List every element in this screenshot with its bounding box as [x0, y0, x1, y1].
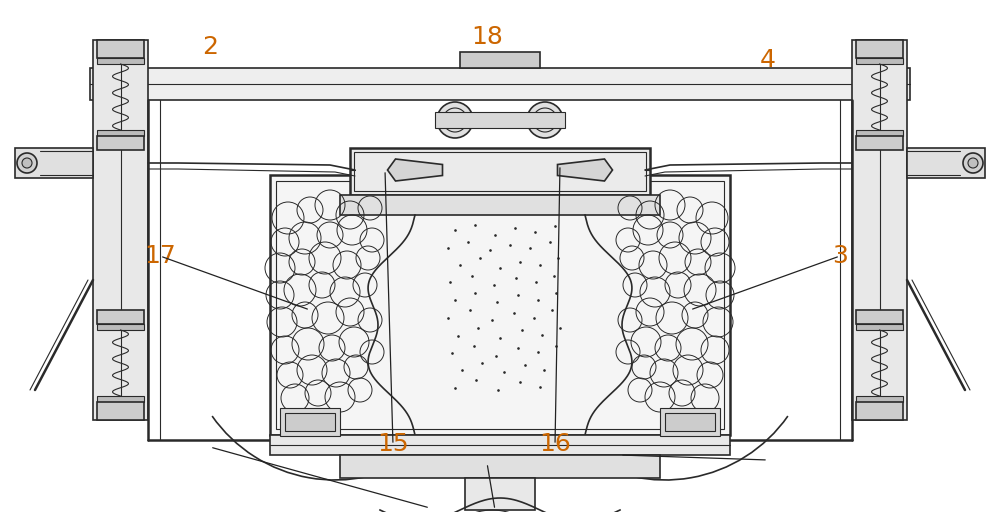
- Bar: [15, 148, 93, 178]
- Circle shape: [17, 153, 37, 173]
- Circle shape: [968, 158, 978, 168]
- Bar: [285, 413, 335, 431]
- Bar: [97, 310, 144, 324]
- Circle shape: [22, 158, 32, 168]
- Polygon shape: [388, 159, 442, 181]
- Circle shape: [963, 153, 983, 173]
- Bar: [460, 52, 540, 68]
- Bar: [465, 478, 535, 510]
- Text: 3: 3: [832, 244, 848, 268]
- Bar: [856, 396, 903, 402]
- Bar: [856, 58, 903, 64]
- Bar: [852, 40, 907, 420]
- Bar: [856, 310, 903, 324]
- Bar: [97, 324, 144, 330]
- Bar: [354, 152, 646, 191]
- Bar: [90, 68, 910, 100]
- Bar: [856, 402, 903, 420]
- Bar: [97, 402, 144, 420]
- Circle shape: [437, 102, 473, 138]
- Bar: [280, 408, 340, 436]
- Bar: [907, 148, 985, 178]
- Bar: [340, 455, 660, 478]
- Bar: [350, 148, 650, 195]
- Bar: [276, 181, 724, 429]
- Bar: [665, 413, 715, 431]
- Bar: [856, 40, 903, 58]
- Bar: [93, 40, 148, 420]
- Bar: [856, 136, 903, 150]
- Bar: [856, 324, 903, 330]
- Bar: [270, 175, 730, 435]
- Bar: [97, 40, 144, 58]
- Bar: [856, 130, 903, 136]
- Text: 17: 17: [144, 244, 176, 268]
- Bar: [97, 396, 144, 402]
- Bar: [270, 435, 730, 455]
- Bar: [97, 136, 144, 150]
- Circle shape: [527, 102, 563, 138]
- Text: 2: 2: [202, 35, 218, 59]
- Bar: [97, 58, 144, 64]
- Bar: [340, 195, 660, 215]
- Text: 16: 16: [539, 433, 571, 456]
- Text: 18: 18: [471, 25, 503, 49]
- Bar: [435, 112, 565, 128]
- Text: 4: 4: [760, 49, 776, 72]
- Text: 15: 15: [377, 433, 409, 456]
- Bar: [660, 408, 720, 436]
- Polygon shape: [558, 159, 612, 181]
- Bar: [97, 130, 144, 136]
